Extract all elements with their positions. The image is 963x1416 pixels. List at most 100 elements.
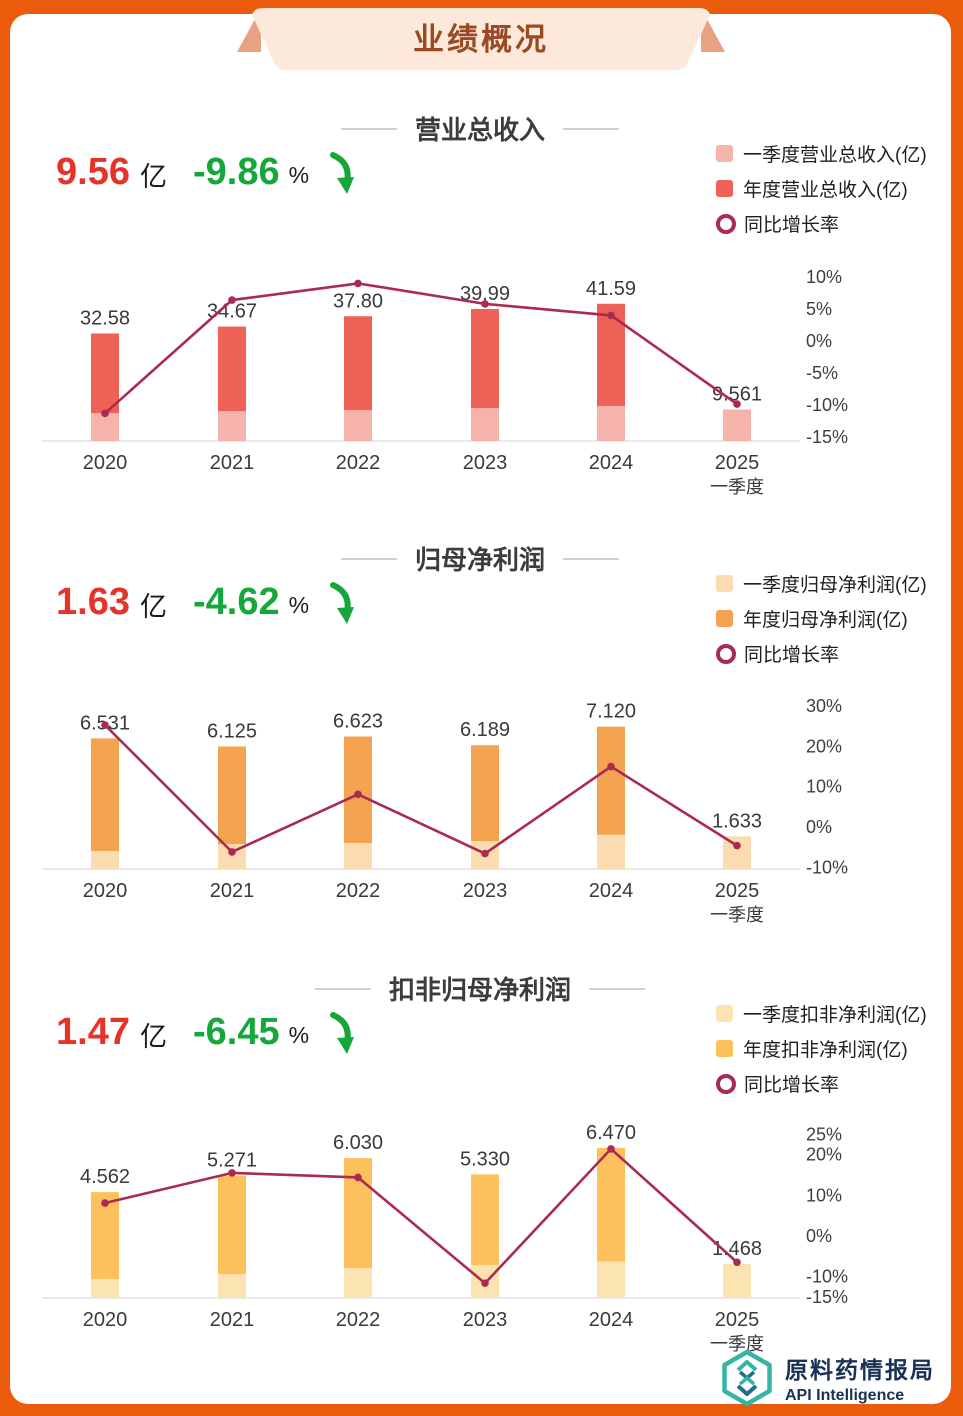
- q1-bar-segment: [91, 413, 119, 441]
- chart-canvas: 30%20%10%0%-10%6.53120206.12520216.62320…: [42, 696, 848, 925]
- right-axis-tick-label: 20%: [806, 1145, 842, 1165]
- bar-value-label: 37.80: [333, 290, 383, 312]
- x-axis-sub-label: 一季度: [710, 1334, 764, 1354]
- x-axis-category-label: 2022: [336, 452, 381, 474]
- x-axis-category-label: 2021: [210, 1309, 255, 1331]
- x-axis-category-label: 2023: [463, 1309, 508, 1331]
- annual-bar-segment: [471, 309, 499, 409]
- q1-bar-segment: [723, 836, 751, 869]
- legend-label: 同比增长率: [744, 215, 840, 236]
- down-arrow-icon: [330, 582, 355, 624]
- right-axis-tick-label: 0%: [806, 817, 832, 837]
- annual-bar-segment: [597, 726, 625, 835]
- growth-rate-line: [104, 1147, 738, 1285]
- legend-swatch-annual: [716, 180, 733, 197]
- growth-rate-point: [228, 296, 236, 304]
- growth-rate-point: [228, 848, 236, 856]
- legend-item: 一季度营业总收入(亿): [716, 136, 956, 171]
- stat-percent-sign: %: [288, 161, 310, 188]
- right-axis-tick-label: 25%: [806, 1124, 842, 1144]
- legend-item: 同比增长率: [716, 1066, 956, 1101]
- api-intelligence-logo-icon: [722, 1349, 772, 1407]
- right-axis-tick-label: 0%: [806, 1226, 832, 1246]
- growth-rate-point: [733, 841, 741, 850]
- brand-name-cn: 原料药情报局: [785, 1357, 935, 1383]
- growth-rate-point: [481, 1279, 489, 1288]
- report-card: 业绩概况 营业总收入 9.56 亿 -9.86 % 一季度营业总收入(亿) 年度…: [10, 8, 951, 1407]
- bar-value-label: 5.330: [460, 1148, 510, 1170]
- bar-value-label: 6.623: [333, 711, 383, 733]
- bar-value-label: 4.562: [80, 1166, 130, 1188]
- net-profit-legend: 一季度归母净利润(亿) 年度归母净利润(亿) 同比增长率: [716, 566, 956, 671]
- legend-swatch-growth-ring: [716, 1073, 736, 1094]
- stat-unit: 亿: [139, 1021, 167, 1052]
- x-axis-category-label: 2023: [463, 452, 508, 474]
- growth-rate-point: [354, 279, 362, 288]
- right-axis-tick-label: -5%: [806, 363, 838, 383]
- right-axis-tick-label: -10%: [806, 395, 848, 415]
- annual-bar-segment: [218, 326, 246, 412]
- section-title-text: 归母净利润: [414, 545, 545, 575]
- growth-rate-point: [101, 1199, 109, 1207]
- x-axis-sub-label: 一季度: [710, 477, 764, 497]
- x-axis-category-label: 2021: [210, 880, 255, 902]
- growth-rate-point: [733, 1258, 741, 1267]
- bar-value-label: 39.99: [460, 283, 510, 305]
- title-dash: [563, 557, 619, 560]
- chart-canvas: 25%20% 10% 0% -10%-15% 4.562 2020 5.271 2021 6.0…: [42, 1122, 848, 1354]
- growth-rate-point: [481, 300, 489, 308]
- q1-bar-segment: [597, 405, 625, 441]
- right-axis-tick-label: 30%: [806, 696, 842, 716]
- growth-rate-point: [354, 790, 362, 799]
- growth-rate-line: [104, 282, 738, 415]
- annual-bar-segment: [471, 745, 499, 841]
- x-axis-category-label: 2025: [715, 880, 760, 902]
- q1-bar-segment: [597, 1261, 625, 1298]
- q1-bar-segment: [471, 408, 499, 441]
- down-arrow-icon: [330, 1012, 355, 1054]
- title-dash: [563, 127, 619, 130]
- revenue-chart: 10% 5% 0% -5% -10% -15% 32.58 2020 34.67 2021 37.8…: [40, 251, 940, 513]
- net-profit-stats: 1.63 亿 -4.62 %: [56, 578, 359, 626]
- legend-item: 一季度扣非净利润(亿): [716, 996, 956, 1031]
- legend-item: 同比增长率: [716, 636, 956, 671]
- bar-value-label: 1.468: [712, 1238, 762, 1260]
- annual-bar-segment: [344, 736, 372, 843]
- revenue-stats: 9.56 亿 -9.86 %: [56, 148, 359, 196]
- section-title-text: 扣非归母净利润: [388, 975, 571, 1005]
- legend-item: 年度扣非净利润(亿): [716, 1031, 956, 1066]
- brand-footer: 原料药情报局 API Intelligence: [719, 1348, 935, 1408]
- annual-bar-segment: [218, 746, 246, 844]
- section-title-text: 营业总收入: [414, 115, 545, 145]
- right-axis-tick-label: 20%: [806, 736, 842, 756]
- revenue-legend: 一季度营业总收入(亿) 年度营业总收入(亿) 同比增长率: [716, 136, 956, 241]
- stat-change: -4.62: [192, 580, 280, 623]
- stat-change: -6.45: [192, 1010, 280, 1053]
- x-axis-category-label: 2020: [83, 452, 128, 474]
- stat-percent-sign: %: [288, 1021, 310, 1048]
- x-axis-category-label: 2023: [463, 880, 508, 902]
- annual-bar-segment: [344, 316, 372, 411]
- title-dash: [589, 987, 645, 990]
- q1-bar-segment: [218, 1274, 246, 1298]
- net-profit-section-title: 归母净利润: [10, 540, 950, 577]
- q1-bar-segment: [344, 410, 372, 441]
- growth-rate-point: [607, 311, 615, 320]
- non-gaap-legend: 一季度扣非净利润(亿) 年度扣非净利润(亿) 同比增长率: [716, 996, 956, 1101]
- x-axis-category-label: 2022: [336, 1309, 381, 1331]
- x-axis-category-label: 2020: [83, 880, 128, 902]
- annual-bar-segment: [471, 1174, 499, 1266]
- legend-label: 年度扣非净利润(亿): [743, 1040, 908, 1061]
- brand-text: 原料药情报局 API Intelligence: [785, 1351, 935, 1405]
- non-gaap-section-title: 扣非归母净利润: [10, 970, 950, 1007]
- x-axis-category-label: 2024: [589, 880, 634, 902]
- banner-ribbon-shape: [237, 8, 725, 70]
- x-axis-category-label: 2024: [589, 1309, 634, 1331]
- legend-label: 一季度归母净利润(亿): [743, 575, 927, 596]
- right-axis-tick-label: -15%: [806, 1287, 848, 1307]
- annual-bar-segment: [597, 1147, 625, 1262]
- net-profit-chart: 30%20%10%0%-10%6.53120206.12520216.62320…: [40, 679, 940, 941]
- legend-label: 一季度营业总收入(亿): [743, 145, 927, 166]
- right-axis-tick-label: 10%: [806, 267, 842, 287]
- bar-value-label: 6.125: [207, 721, 257, 743]
